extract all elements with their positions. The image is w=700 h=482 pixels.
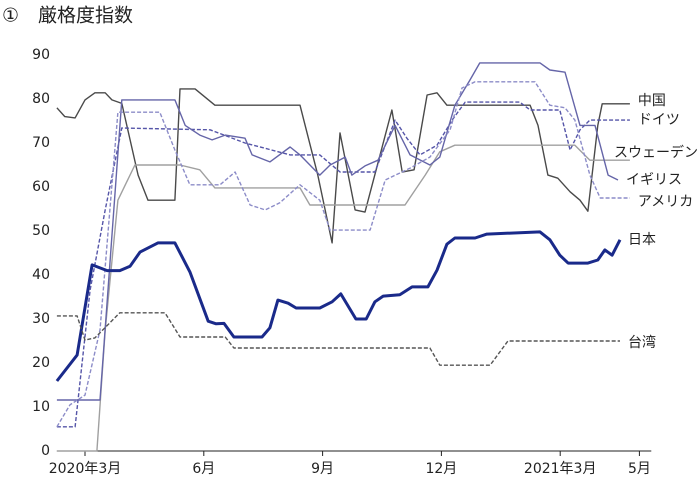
series-label: 中国 [638,93,666,109]
series-label: ドイツ [638,112,680,128]
y-tick-label: 10 [32,399,50,415]
series-label: イギリス [626,172,682,188]
y-tick-label: 60 [32,179,50,195]
y-tick-label: 70 [32,135,50,151]
y-tick-label: 20 [32,355,50,371]
series-label: アメリカ [638,194,693,210]
series-line [56,81,630,428]
x-tick-label: 5月 [628,461,651,477]
series-line [56,312,620,366]
x-tick-label: 2021年3月 [524,461,597,477]
y-tick-label: 90 [32,47,50,63]
y-tick-label: 30 [32,311,50,327]
series-line [55,230,622,382]
series-label: 日本 [628,232,656,248]
x-tick-label: 9月 [311,461,334,477]
y-tick-label: 50 [32,223,50,239]
series-line [56,88,630,244]
series-line [56,144,630,452]
y-tick-label: 0 [41,443,50,459]
y-tick-label: 80 [32,91,50,107]
series-label: スウェーデン [614,144,698,161]
series-label: 台湾 [628,334,656,351]
x-tick-label: 12月 [425,461,457,477]
x-tick-label: 2020年3月 [49,461,122,477]
x-tick-label: 6月 [192,461,215,477]
y-tick-label: 40 [32,267,50,283]
series-line [56,62,619,401]
chart-title: ① 厳格度指数 [2,5,133,27]
